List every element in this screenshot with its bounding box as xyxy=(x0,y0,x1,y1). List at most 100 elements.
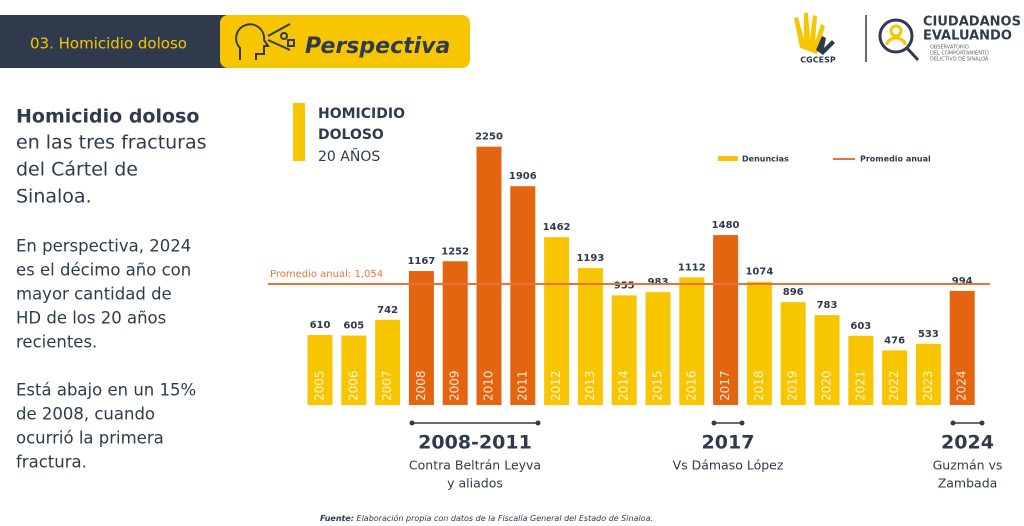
chart-title: DOLOSO xyxy=(318,127,384,143)
x-tick-label: 2015 xyxy=(651,370,665,401)
period-dot xyxy=(739,420,745,426)
value-label: 603 xyxy=(850,321,871,332)
sidebar-text: fractura. xyxy=(16,453,87,472)
bar xyxy=(915,343,941,405)
logo-right-sub: DELICTIVO DE SINALOA xyxy=(930,57,989,63)
x-tick-label: 2018 xyxy=(752,370,766,401)
period-dot xyxy=(950,420,956,426)
title-accent xyxy=(293,103,305,161)
bar xyxy=(746,281,772,405)
value-label: 994 xyxy=(952,276,973,287)
header-bar xyxy=(0,15,240,68)
x-tick-label: 2016 xyxy=(684,370,698,401)
tab-icon xyxy=(235,23,295,60)
bar xyxy=(341,335,367,405)
logo-left-text: CGCESP xyxy=(800,56,836,65)
value-label: 605 xyxy=(343,321,364,332)
chart-title: HOMICIDIO xyxy=(318,106,405,122)
period-text: Guzmán vs xyxy=(933,458,1003,473)
bar xyxy=(510,186,536,405)
value-label: 1252 xyxy=(441,246,469,257)
value-label: 783 xyxy=(817,300,838,311)
value-label: 955 xyxy=(614,280,635,291)
sidebar-text: de 2008, cuando xyxy=(16,405,155,424)
value-label: 610 xyxy=(310,320,331,331)
x-tick-label: 2017 xyxy=(718,370,732,401)
value-label: 896 xyxy=(783,287,804,298)
logo-right-sub: DEL COMPORTAMIENTO xyxy=(930,51,989,57)
legend-label: Promedio anual xyxy=(860,155,931,164)
value-label: 476 xyxy=(884,335,905,346)
sidebar-heading: Sinaloa. xyxy=(16,186,92,208)
x-tick-label: 2024 xyxy=(955,370,969,401)
value-label: 1480 xyxy=(712,220,740,231)
period-dot xyxy=(711,420,717,426)
value-label: 742 xyxy=(377,305,398,316)
logo-right-icon xyxy=(878,18,920,62)
bar xyxy=(679,277,705,405)
sidebar-heading: en las tres fracturas xyxy=(16,132,207,154)
x-tick-label: 2009 xyxy=(448,370,462,401)
x-tick-label: 2020 xyxy=(820,370,834,401)
x-tick-label: 2021 xyxy=(853,370,867,401)
x-tick-label: 2012 xyxy=(549,370,563,401)
bar xyxy=(780,302,806,405)
footer-text: Elaboración propia con datos de la Fisca… xyxy=(357,513,654,523)
bar xyxy=(848,335,874,405)
bar xyxy=(949,290,975,405)
bar xyxy=(577,268,603,405)
bar xyxy=(713,235,739,405)
x-tick-label: 2023 xyxy=(921,370,935,401)
sidebar-text: recientes. xyxy=(16,333,97,352)
bar xyxy=(442,261,468,405)
value-label: 533 xyxy=(918,329,939,340)
section-title: 03. Homicidio doloso xyxy=(30,35,187,53)
footer: Fuente: Elaboración propia con datos de … xyxy=(320,513,653,523)
logo-right-text: EVALUANDO xyxy=(923,29,1012,44)
bar xyxy=(408,271,434,405)
value-label: 2250 xyxy=(475,132,503,143)
period-dot xyxy=(979,420,985,426)
period-title: 2017 xyxy=(702,432,755,454)
x-tick-label: 2019 xyxy=(786,370,800,401)
sidebar-heading: Homicidio doloso xyxy=(16,106,199,128)
period-text: Contra Beltrán Leyva xyxy=(409,458,541,473)
value-label: 1462 xyxy=(543,222,571,233)
period-text: Zambada xyxy=(938,476,998,491)
bar xyxy=(476,146,502,405)
period-dot xyxy=(409,420,415,426)
value-label: 1167 xyxy=(407,256,435,267)
value-label: 1074 xyxy=(745,267,773,278)
value-label: 1906 xyxy=(509,171,537,182)
x-tick-label: 2010 xyxy=(482,370,496,401)
bar xyxy=(611,295,637,405)
period-text: y aliados xyxy=(447,476,503,491)
x-tick-label: 2008 xyxy=(414,370,428,401)
logo-left xyxy=(794,13,835,55)
x-tick-label: 2022 xyxy=(887,370,901,401)
bar xyxy=(544,237,570,405)
bar xyxy=(375,319,401,405)
period-title: 2024 xyxy=(941,432,994,454)
value-label: 1193 xyxy=(576,253,604,264)
logo-right-text: CIUDADANOS xyxy=(923,15,1021,30)
bar xyxy=(645,292,671,405)
x-tick-label: 2005 xyxy=(313,370,327,401)
legend-label: Denuncias xyxy=(742,155,789,164)
bar xyxy=(307,334,333,405)
sidebar-heading: del Cártel de xyxy=(16,159,138,181)
footer-label: Fuente: xyxy=(320,514,354,523)
chart-subtitle: 20 AÑOS xyxy=(318,148,380,165)
sidebar-text: mayor cantidad de xyxy=(16,285,172,304)
value-label: 983 xyxy=(648,277,669,288)
logo-right-sub: OBSERVATORIO xyxy=(930,45,969,51)
value-label: 1112 xyxy=(678,262,706,273)
bar xyxy=(882,350,908,405)
x-tick-label: 2014 xyxy=(617,370,631,401)
period-text: Vs Dámaso López xyxy=(673,458,784,473)
tab-title: Perspectiva xyxy=(305,34,450,59)
bar xyxy=(814,315,840,405)
x-tick-label: 2007 xyxy=(380,370,394,401)
